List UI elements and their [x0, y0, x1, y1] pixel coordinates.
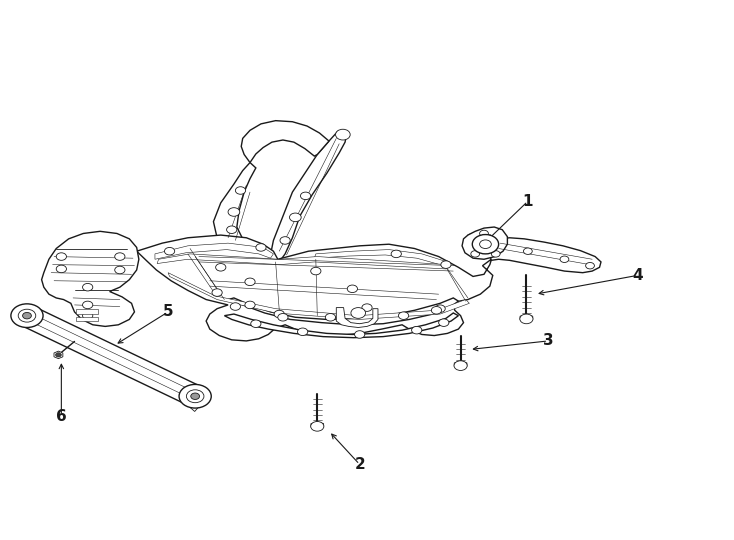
- Polygon shape: [454, 361, 467, 368]
- Polygon shape: [490, 238, 601, 273]
- Circle shape: [274, 310, 284, 318]
- Circle shape: [479, 240, 491, 248]
- Circle shape: [251, 320, 261, 327]
- Circle shape: [523, 248, 532, 254]
- Text: 5: 5: [163, 305, 173, 319]
- Circle shape: [325, 314, 335, 321]
- Circle shape: [245, 278, 255, 286]
- Polygon shape: [155, 243, 273, 259]
- Polygon shape: [214, 163, 256, 248]
- Circle shape: [432, 307, 442, 314]
- Circle shape: [82, 312, 92, 320]
- Circle shape: [164, 247, 175, 255]
- Circle shape: [479, 230, 488, 237]
- Circle shape: [412, 326, 422, 334]
- Circle shape: [277, 314, 288, 321]
- Circle shape: [362, 304, 372, 312]
- Circle shape: [310, 267, 321, 275]
- Circle shape: [230, 303, 241, 310]
- Polygon shape: [19, 307, 203, 405]
- Circle shape: [227, 226, 237, 233]
- Circle shape: [57, 253, 67, 260]
- Circle shape: [439, 319, 449, 326]
- Circle shape: [310, 422, 324, 431]
- Circle shape: [335, 129, 350, 140]
- Polygon shape: [225, 313, 459, 338]
- Circle shape: [245, 301, 255, 309]
- Circle shape: [289, 213, 301, 221]
- Circle shape: [435, 305, 446, 313]
- Circle shape: [347, 285, 357, 293]
- Circle shape: [300, 192, 310, 200]
- Circle shape: [491, 251, 500, 257]
- Circle shape: [212, 289, 222, 296]
- Polygon shape: [270, 130, 346, 264]
- Polygon shape: [314, 249, 448, 266]
- Polygon shape: [462, 227, 507, 259]
- Polygon shape: [42, 231, 139, 326]
- Text: 1: 1: [523, 194, 533, 209]
- Circle shape: [115, 266, 125, 274]
- Circle shape: [57, 265, 67, 273]
- Polygon shape: [520, 315, 533, 321]
- Circle shape: [470, 251, 479, 257]
- Polygon shape: [137, 230, 502, 341]
- Circle shape: [18, 309, 36, 322]
- Polygon shape: [241, 120, 329, 163]
- Circle shape: [56, 353, 62, 357]
- Circle shape: [280, 237, 290, 244]
- Polygon shape: [311, 422, 324, 428]
- Polygon shape: [168, 273, 469, 320]
- Circle shape: [454, 361, 467, 370]
- Text: 4: 4: [632, 268, 643, 283]
- Text: 3: 3: [543, 333, 553, 348]
- Circle shape: [11, 304, 43, 327]
- Circle shape: [216, 264, 226, 271]
- Circle shape: [560, 256, 569, 262]
- Circle shape: [351, 308, 366, 319]
- Text: 6: 6: [56, 409, 67, 423]
- Circle shape: [179, 384, 211, 408]
- FancyBboxPatch shape: [76, 317, 98, 321]
- Circle shape: [391, 250, 401, 258]
- Polygon shape: [228, 298, 459, 325]
- Circle shape: [228, 208, 240, 217]
- Circle shape: [115, 253, 125, 260]
- Circle shape: [82, 284, 92, 291]
- Circle shape: [586, 262, 595, 269]
- Circle shape: [355, 330, 365, 338]
- Circle shape: [399, 312, 409, 320]
- Circle shape: [236, 187, 246, 194]
- Circle shape: [441, 261, 451, 268]
- Text: 2: 2: [355, 457, 365, 472]
- Polygon shape: [54, 351, 63, 359]
- Circle shape: [23, 313, 32, 319]
- Circle shape: [297, 328, 308, 335]
- Circle shape: [82, 301, 92, 309]
- Polygon shape: [187, 388, 210, 411]
- Circle shape: [520, 314, 533, 323]
- Polygon shape: [157, 254, 448, 269]
- Circle shape: [186, 390, 204, 403]
- Circle shape: [256, 244, 266, 251]
- Circle shape: [472, 234, 498, 254]
- FancyBboxPatch shape: [76, 309, 98, 314]
- Polygon shape: [336, 308, 378, 327]
- Circle shape: [191, 393, 200, 400]
